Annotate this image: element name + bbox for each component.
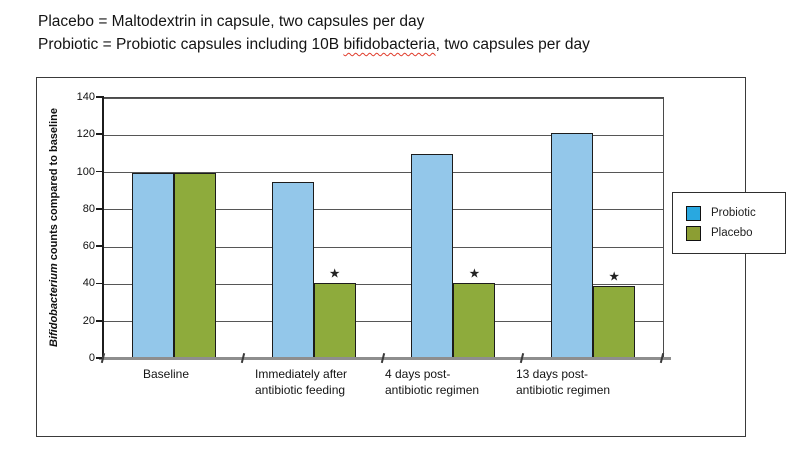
- y-tick-mark-40: [96, 282, 102, 285]
- gridline-80: [104, 209, 663, 211]
- x-category-label-line: Baseline: [143, 367, 190, 381]
- y-tick-mark-20: [96, 319, 102, 322]
- x-category-label-line: antibiotic feeding: [255, 382, 346, 397]
- y-axis-title: Bifidobacterium counts compared to basel…: [48, 97, 60, 358]
- legend-label-probiotic: Probiotic: [711, 207, 756, 219]
- caption-misspelled-word: bifidobacteria: [343, 36, 436, 53]
- legend-label-placebo: Placebo: [711, 227, 753, 239]
- y-tick-mark-140: [96, 96, 102, 98]
- x-category-label-0: Baseline: [143, 367, 189, 383]
- caption-line-placebo: Placebo = Maltodextrin in capsule, two c…: [38, 10, 590, 33]
- y-tick-mark-120: [96, 133, 102, 136]
- y-tick-label-0: 0: [88, 352, 95, 364]
- bar-placebo-2: [453, 282, 496, 359]
- bar-probiotic-0: [131, 172, 174, 359]
- y-tick-label-80: 80: [82, 202, 95, 215]
- bar-probiotic-2: [411, 153, 454, 359]
- bar-placebo-1: [313, 282, 356, 359]
- plot-area: ★ ★ ★: [103, 97, 664, 360]
- significance-star-2: ★: [469, 267, 480, 280]
- y-axis-title-genus: Bifidobacterium: [48, 263, 60, 347]
- gridline-120: [104, 134, 663, 136]
- y-tick-label-120: 120: [76, 128, 95, 141]
- gridline-60: [104, 246, 663, 248]
- caption-probiotic-prefix: Probiotic = Probiotic capsules including…: [38, 36, 344, 53]
- caption-placebo-text: Placebo = Maltodextrin in capsule, two c…: [38, 13, 425, 30]
- x-category-label-1: Immediately after antibiotic feeding: [255, 367, 347, 398]
- gridline-140: [104, 97, 663, 99]
- legend-row-probiotic: Probiotic: [686, 205, 785, 221]
- y-tick-mark-0: [96, 357, 102, 359]
- y-tick-label-60: 60: [82, 240, 95, 253]
- y-tick-mark-80: [96, 208, 102, 210]
- y-tick-label-100: 100: [76, 165, 95, 178]
- legend: Probiotic Placebo: [672, 192, 786, 254]
- legend-row-placebo: Placebo: [686, 225, 785, 241]
- legend-swatch-probiotic: [686, 205, 701, 221]
- bar-placebo-0: [173, 172, 216, 359]
- y-tick-label-140: 140: [76, 91, 95, 103]
- y-axis-title-rest: counts compared to baseline: [48, 108, 60, 264]
- x-category-label-2: 4 days post-antibiotic regimen: [385, 367, 479, 398]
- x-category-label-line: antibiotic regimen: [385, 382, 480, 397]
- x-category-label-line: antibiotic regimen: [516, 382, 611, 397]
- gridline-100: [104, 172, 663, 174]
- x-category-label-line: 4 days post-: [385, 367, 451, 381]
- significance-star-3: ★: [609, 271, 620, 284]
- bar-probiotic-1: [271, 181, 314, 359]
- caption-probiotic-suffix: , two capsules per day: [435, 36, 590, 53]
- y-tick-label-40: 40: [82, 277, 95, 290]
- y-tick-mark-100: [96, 170, 102, 173]
- legend-swatch-placebo: [686, 225, 701, 241]
- bar-probiotic-3: [551, 133, 594, 359]
- caption-line-probiotic: Probiotic = Probiotic capsules including…: [38, 33, 590, 56]
- bar-placebo-3: [593, 286, 636, 359]
- y-axis-line: [101, 96, 104, 359]
- y-tick-mark-60: [96, 245, 102, 247]
- x-axis-line: [99, 357, 671, 360]
- y-tick-label-20: 20: [82, 314, 95, 327]
- significance-star-1: ★: [329, 267, 340, 280]
- gridline-20: [104, 321, 663, 323]
- figure-caption: Placebo = Maltodextrin in capsule, two c…: [38, 10, 590, 56]
- x-category-label-3: 13 days post-antibiotic regimen: [516, 367, 610, 398]
- x-category-label-line: 13 days post-: [516, 367, 589, 381]
- gridline-40: [104, 283, 663, 285]
- x-category-label-line: Immediately after: [255, 367, 348, 381]
